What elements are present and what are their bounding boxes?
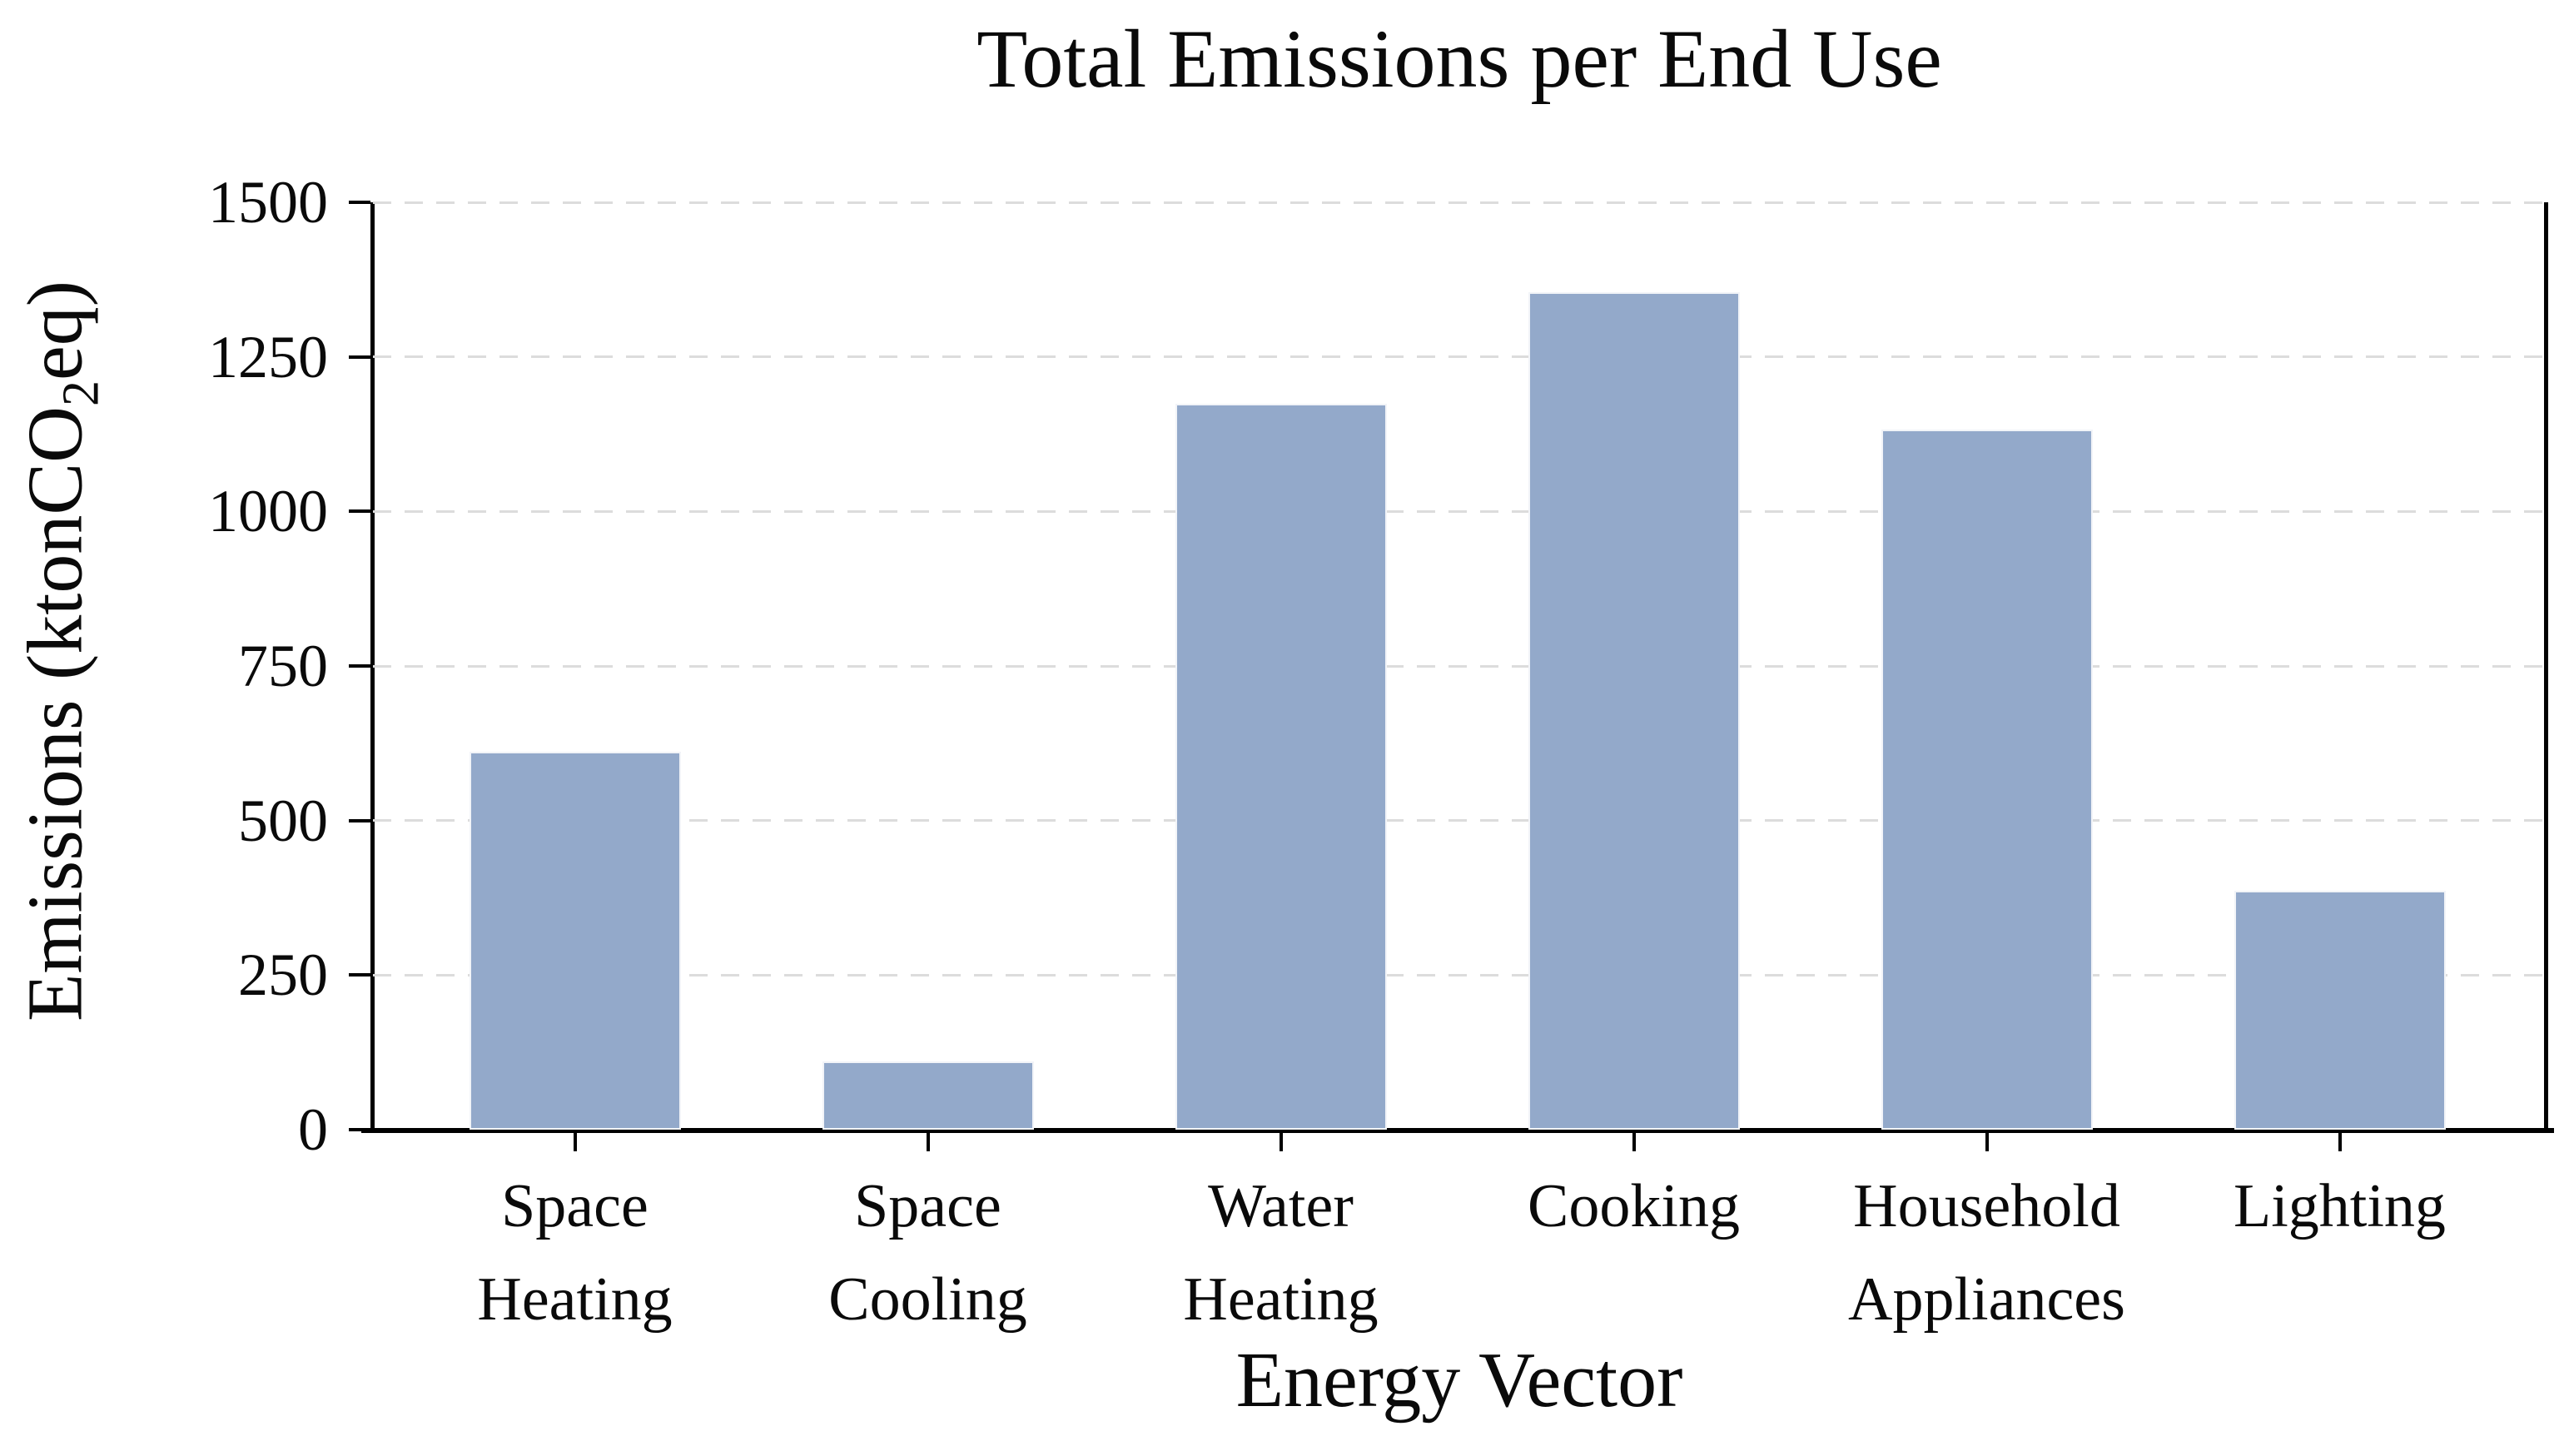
bar-space-cooling xyxy=(822,1061,1034,1130)
x-axis-label: Energy Vector xyxy=(1235,1337,1683,1424)
y-tick-label-750: 750 xyxy=(238,633,328,699)
plot-area xyxy=(361,201,2554,1133)
x-tick-label-space-cooling: Space Cooling xyxy=(828,1172,1027,1334)
right-spine xyxy=(2544,202,2548,1130)
gridline-y-500 xyxy=(373,819,2546,822)
bar-cooking xyxy=(1528,292,1740,1130)
y-tick-label-1500: 1500 xyxy=(208,169,328,236)
x-tick-3 xyxy=(1279,1133,1283,1151)
y-tick-1250 xyxy=(349,355,370,359)
x-tick-6 xyxy=(2338,1133,2342,1151)
gridline-y-1500 xyxy=(373,201,2546,204)
y-tick-500 xyxy=(349,818,370,822)
y-tick-750 xyxy=(349,664,370,668)
bar-space-heating xyxy=(469,751,681,1130)
x-tick-label-space-heating: Space Heating xyxy=(477,1172,673,1334)
chart-title: Total Emissions per End Use xyxy=(976,12,1942,105)
y-tick-label-1250: 1250 xyxy=(208,323,328,390)
x-tick-label-cooking: Cooking xyxy=(1528,1172,1740,1240)
y-tick-1500 xyxy=(349,201,370,204)
y-tick-label-1000: 1000 xyxy=(208,478,328,545)
x-tick-5 xyxy=(1985,1133,1989,1151)
x-tick-label-lighting: Lighting xyxy=(2234,1172,2446,1240)
x-tick-label-water-heating: Water Heating xyxy=(1183,1172,1379,1334)
y-tick-250 xyxy=(349,973,370,977)
y-tick-label-250: 250 xyxy=(238,942,328,1009)
y-tick-1000 xyxy=(349,509,370,514)
x-tick-2 xyxy=(926,1133,930,1151)
gridline-y-250 xyxy=(373,973,2546,976)
gridline-y-1250 xyxy=(373,355,2546,359)
bar-lighting xyxy=(2234,891,2446,1130)
x-tick-4 xyxy=(1632,1133,1636,1151)
x-tick-1 xyxy=(573,1133,577,1151)
x-tick-label-household-appliances: Household Appliances xyxy=(1848,1172,2125,1334)
bar-household-appliances xyxy=(1881,429,2093,1130)
y-tick-label-0: 0 xyxy=(298,1096,328,1163)
bar-water-heating xyxy=(1175,404,1387,1130)
bottom-spine xyxy=(361,1128,2554,1133)
gridline-y-1000 xyxy=(373,509,2546,513)
y-tick-label-500: 500 xyxy=(238,787,328,854)
gridline-y-750 xyxy=(373,664,2546,668)
y-tick-0 xyxy=(349,1128,370,1131)
left-spine xyxy=(370,202,375,1130)
